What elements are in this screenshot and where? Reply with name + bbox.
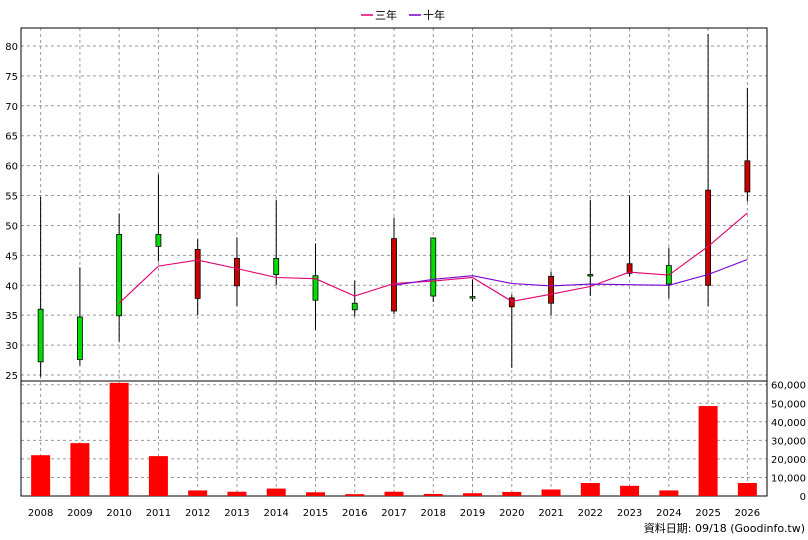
- year-tick-label: 2017: [381, 508, 406, 519]
- candle-body: [273, 257, 280, 275]
- year-tick-label: 2014: [263, 508, 288, 519]
- axis-labels: 25 30 35 40 45 50 55 60 65 70 75 80 0 10,000 20,000 30,…: [5, 42, 806, 519]
- year-tick-label: 2019: [460, 508, 485, 519]
- volume-bar: [31, 455, 51, 496]
- volume-bar: [345, 494, 365, 496]
- volume-bar: [305, 492, 325, 496]
- volume-bar: [188, 490, 208, 496]
- volume-bar: [266, 488, 286, 496]
- price-tick-label: 75: [5, 72, 18, 83]
- year-tick-label: 2010: [106, 508, 131, 519]
- year-tick-label: 2026: [735, 508, 760, 519]
- candle-body: [430, 237, 437, 297]
- candle-body: [548, 275, 554, 304]
- candle-body: [155, 234, 162, 247]
- candle-body: [312, 275, 319, 301]
- volume-bar: [109, 382, 129, 496]
- volume-tick-label: 50,000: [771, 399, 806, 410]
- candle-body: [626, 263, 633, 274]
- volume-tick-label: 40,000: [771, 418, 806, 429]
- volume-bar: [70, 443, 90, 496]
- year-tick-label: 2016: [342, 508, 367, 519]
- price-tick-label: 80: [5, 42, 18, 53]
- year-tick-label: 2012: [185, 508, 210, 519]
- volume-bar: [620, 485, 640, 496]
- volume-bar: [502, 491, 522, 496]
- year-tick-label: 2023: [617, 508, 642, 519]
- volume-tick-label: 60,000: [771, 381, 806, 392]
- year-tick-label: 2018: [421, 508, 446, 519]
- year-tick-label: 2015: [303, 508, 328, 519]
- candle-body: [194, 248, 201, 299]
- candle-body: [469, 296, 476, 299]
- candle-body: [116, 234, 123, 317]
- volume-bar: [580, 483, 600, 496]
- candle-body: [234, 257, 240, 287]
- price-tick-label: 40: [5, 281, 18, 292]
- year-tick-label: 2011: [146, 508, 171, 519]
- candle-body: [508, 297, 515, 308]
- year-tick-label: 2025: [695, 508, 720, 519]
- candle-body: [391, 238, 397, 312]
- price-tick-label: 60: [5, 162, 18, 173]
- candlesticks: [37, 33, 751, 377]
- candle-body: [705, 189, 712, 286]
- footer-source: 資料日期: 09/18 (Goodinfo.tw): [644, 521, 805, 535]
- year-tick-label: 2013: [224, 508, 249, 519]
- price-tick-label: 55: [5, 192, 18, 203]
- candle-body: [37, 308, 44, 363]
- year-tick-label: 2022: [578, 508, 603, 519]
- year-tick-label: 2024: [656, 508, 681, 519]
- candle-body: [76, 316, 83, 360]
- volume-bar: [227, 491, 247, 496]
- price-tick-label: 25: [5, 371, 18, 382]
- volume-bar: [423, 493, 443, 496]
- volume-bar: [698, 406, 718, 496]
- series-line-three-year: [118, 212, 748, 304]
- volume-bar: [384, 491, 404, 496]
- year-tick-label: 2020: [499, 508, 524, 519]
- price-tick-label: 70: [5, 102, 18, 113]
- volume-bar: [541, 489, 561, 496]
- moving-average-lines: [118, 212, 748, 304]
- price-tick-label: 65: [5, 132, 18, 143]
- price-tick-label: 30: [5, 341, 18, 352]
- volume-tick-label: 10,000: [771, 473, 806, 484]
- year-tick-label: 2021: [538, 508, 563, 519]
- price-tick-label: 50: [5, 221, 18, 232]
- volume-bar: [148, 456, 168, 496]
- year-tick-label: 2008: [28, 508, 53, 519]
- price-tick-label: 45: [5, 251, 18, 262]
- volume-tick-label: 20,000: [771, 455, 806, 466]
- volume-bar: [737, 483, 757, 496]
- volume-tick-label: 0: [800, 492, 806, 503]
- legend-label: 三年: [375, 8, 397, 22]
- candle-body: [351, 302, 358, 311]
- legend-label: 十年: [423, 8, 445, 22]
- candle-body: [587, 274, 594, 277]
- price-tick-label: 35: [5, 311, 18, 322]
- volume-bar: [463, 493, 483, 496]
- candle-body: [744, 160, 751, 193]
- volume-bars: [31, 382, 757, 496]
- volume-bar: [659, 490, 679, 496]
- legend: 三年 十年: [361, 8, 445, 22]
- year-tick-label: 2009: [67, 508, 92, 519]
- series-line-ten-year: [393, 258, 748, 287]
- volume-tick-label: 30,000: [771, 436, 806, 447]
